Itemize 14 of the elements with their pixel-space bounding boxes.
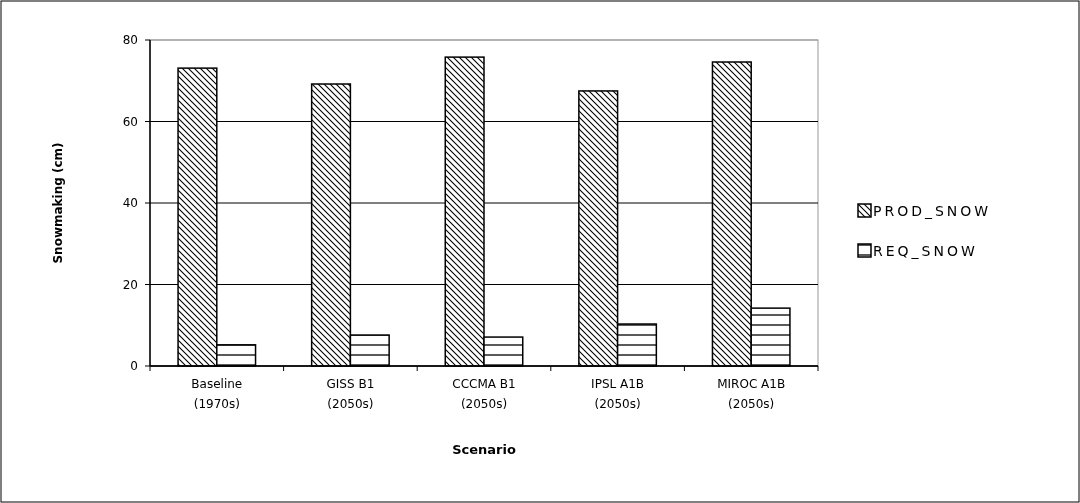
y-tick-label: 60 (122, 114, 138, 129)
legend-label: PROD_SNOW (873, 202, 992, 219)
x-tick-label: Baseline (1970s) (191, 377, 243, 411)
x-axis-title: Scenario (452, 442, 516, 457)
y-tick-label: 80 (122, 33, 138, 48)
x-tick-label: GISS B1 (2050s) (326, 377, 375, 411)
x-tick-label: MIROC A1B (2050s) (717, 377, 786, 411)
x-tick-label: CCCMA B1 (2050s) (452, 377, 516, 411)
x-tick-label: IPSL A1B (2050s) (591, 377, 645, 411)
y-axis-title: Snowmaking (cm) (51, 142, 65, 264)
y-tick-label: 40 (122, 196, 138, 211)
y-tick-label: 0 (130, 359, 138, 374)
legend-label: REQ_SNOW (873, 242, 978, 259)
y-tick-label: 20 (122, 277, 138, 292)
